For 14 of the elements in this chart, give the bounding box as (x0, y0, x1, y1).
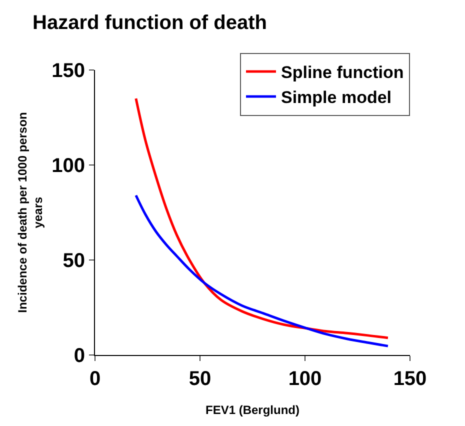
y-tick-label: 50 (62, 250, 85, 272)
x-axis-title: FEV1 (Berglund) (205, 402, 300, 417)
legend-label: Spline function (281, 63, 404, 82)
legend-label: Simple model (281, 88, 392, 108)
chart-title: Hazard function of death (32, 12, 268, 34)
line-series (134, 194, 390, 348)
x-tick-label: 50 (188, 368, 212, 390)
y-tick-label: 150 (52, 60, 85, 82)
x-tick-label: 150 (393, 368, 427, 390)
x-tick-label: 0 (89, 368, 101, 390)
y-tick-label: 0 (74, 345, 85, 367)
y-axis-title: Incidence of death per 1000 person years (15, 112, 45, 313)
y-tick-label: 100 (52, 155, 85, 177)
x-tick-label: 100 (288, 368, 322, 390)
